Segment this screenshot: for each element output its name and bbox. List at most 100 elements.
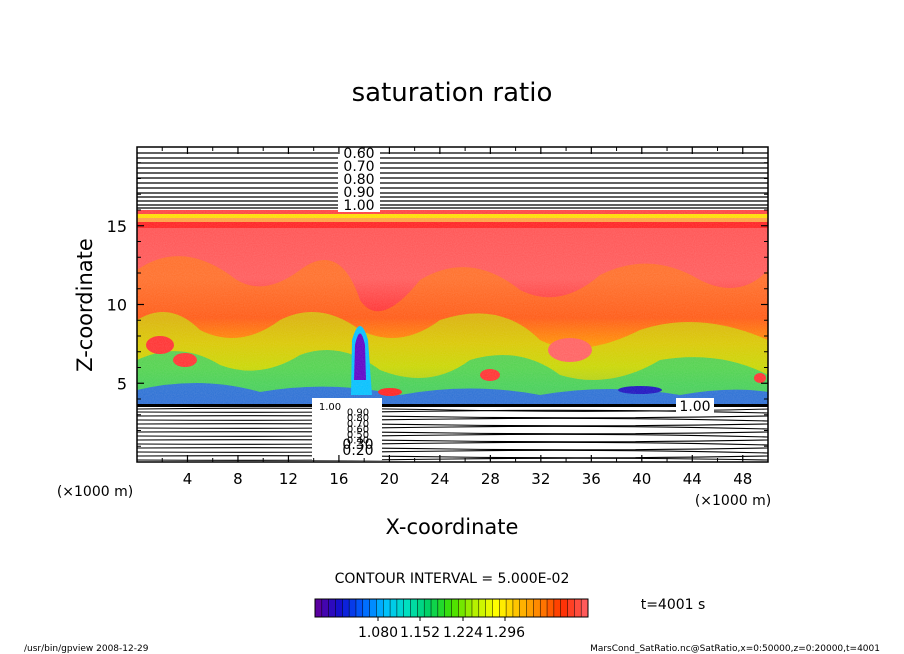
x-tick-label: 40	[632, 470, 651, 488]
colorbar-swatch	[526, 599, 534, 617]
colorbar-tick-label: 1.152	[400, 625, 440, 641]
colorbar-swatch	[553, 599, 562, 617]
lower-contour-label: 0.20	[342, 443, 373, 459]
x-tick-label: 20	[380, 470, 399, 488]
x-tick-label: 32	[531, 470, 550, 488]
colorbar-tick-label: 1.080	[358, 625, 398, 641]
x-tick-label: 8	[233, 470, 243, 488]
y-axis-title: Z-coordinate	[73, 238, 97, 372]
lower-contour-label: 0.30	[342, 437, 373, 453]
colorbar-swatch	[315, 599, 323, 617]
x-ticks: 4 8 12 16 20 24 28 32 36 40 44 48	[161, 147, 752, 488]
lower-contour-label: 0.70	[347, 419, 369, 430]
x-tick-label: 12	[279, 470, 298, 488]
colorbar-swatch	[355, 599, 364, 617]
colorbar-swatch	[376, 599, 384, 617]
x-tick-label: 36	[582, 470, 601, 488]
lower-contours	[137, 407, 768, 461]
colorbar-swatch	[492, 599, 500, 617]
x-tick-label: 24	[430, 470, 449, 488]
y-tick-label: 10	[107, 296, 127, 315]
contour-label-bg	[312, 398, 382, 460]
colorbar-swatch	[560, 599, 569, 617]
upper-contour-label: 1.00	[343, 198, 374, 214]
lower-contour-label: 0.50	[347, 430, 369, 441]
upper-contour-label: 0.60	[343, 146, 374, 162]
colorbar-swatch	[444, 599, 452, 617]
colorbar	[314, 599, 589, 617]
right-contour-label: 1.00	[679, 399, 710, 415]
upper-contours	[137, 152, 768, 209]
lower-contour-label: 0.40	[347, 436, 369, 447]
x-axis-title: X-coordinate	[386, 515, 519, 539]
colorbar-swatch	[424, 599, 432, 617]
colorbar-swatch	[362, 599, 371, 617]
colorbar-swatch	[437, 599, 446, 617]
y-tick-label: 15	[107, 217, 127, 236]
colorbar-swatch	[369, 599, 377, 617]
colorbar-swatch	[349, 599, 357, 617]
x-axis-unit: (×1000 m)	[695, 493, 771, 509]
colorbar-swatch	[567, 599, 575, 617]
colorbar-swatch	[458, 599, 466, 617]
lower-contour-labels: 1.00 0.900.800.700.600.500.400.300.20	[312, 398, 382, 460]
colorbar-swatch	[335, 599, 343, 617]
upper-contour-label: 0.90	[343, 185, 374, 201]
plot-area	[137, 147, 768, 462]
colorbar-swatch	[451, 599, 459, 617]
colorbar-swatch	[485, 599, 493, 617]
colorbar-swatch	[383, 599, 391, 617]
upper-contour-labels: 0.600.700.800.901.00	[338, 146, 380, 214]
footer-left: /usr/bin/gpview 2008-12-29	[24, 644, 149, 654]
x-tick-label: 28	[481, 470, 500, 488]
time-label: t=4001 s	[641, 597, 706, 613]
x-tick-label: 4	[183, 470, 193, 488]
colorbar-swatch	[506, 599, 514, 617]
colorbar-swatch	[533, 599, 541, 617]
contour-label-bg	[338, 160, 380, 173]
contour-label-bg	[338, 147, 380, 160]
colorbar-swatch	[540, 599, 548, 617]
colorbar-swatch	[471, 599, 480, 617]
saturation-field	[137, 210, 768, 407]
contour-label-bg	[338, 186, 380, 199]
colorbar-swatch	[403, 599, 412, 617]
lower-contour-label: 0.80	[347, 413, 369, 424]
colorbar-swatch	[574, 599, 582, 617]
lower-contour-label: 0.90	[347, 408, 369, 419]
colorbar-swatch	[321, 599, 330, 617]
upper-contour-label: 0.70	[343, 159, 374, 175]
colorbar-swatch	[499, 599, 507, 617]
colorbar-swatch	[478, 599, 487, 617]
chart-title: saturation ratio	[352, 78, 553, 108]
colorbar-swatch	[417, 599, 425, 617]
colorbar-swatch	[410, 599, 418, 617]
colorbar-swatch	[519, 599, 528, 617]
colorbar-tick-label: 1.224	[443, 625, 483, 641]
colorbar-swatch	[547, 599, 555, 617]
colorbar-tick-label: 1.296	[485, 625, 525, 641]
colorbar-swatch	[396, 599, 405, 617]
lower-contour-label: 0.60	[347, 424, 369, 435]
colorbar-frame	[314, 598, 589, 618]
colorbar-swatch	[465, 599, 473, 617]
colorbar-swatch	[431, 599, 439, 617]
y-axis-unit: (×1000 m)	[57, 484, 133, 500]
contour-label-bg	[338, 199, 380, 212]
contour-interval: CONTOUR INTERVAL = 5.000E-02	[335, 571, 570, 587]
colorbar-tick-labels: 1.080 1.152 1.224 1.296	[358, 617, 525, 641]
colorbar-swatch	[512, 599, 521, 617]
colorbar-swatch	[342, 599, 350, 617]
upper-contour-label: 0.80	[343, 172, 374, 188]
contour-label-bg	[338, 173, 380, 186]
colorbar-swatch	[328, 599, 336, 617]
x-tick-label: 48	[733, 470, 752, 488]
x-tick-label: 16	[329, 470, 348, 488]
y-ticks: 5 10 15	[107, 162, 768, 447]
x-tick-label: 44	[683, 470, 702, 488]
lower-contour-label: 1.00	[319, 402, 341, 413]
colorbar-swatch	[581, 599, 589, 617]
footer-right: MarsCond_SatRatio.nc@SatRatio,x=0:50000,…	[590, 644, 880, 654]
colorbar-swatch	[390, 599, 398, 617]
